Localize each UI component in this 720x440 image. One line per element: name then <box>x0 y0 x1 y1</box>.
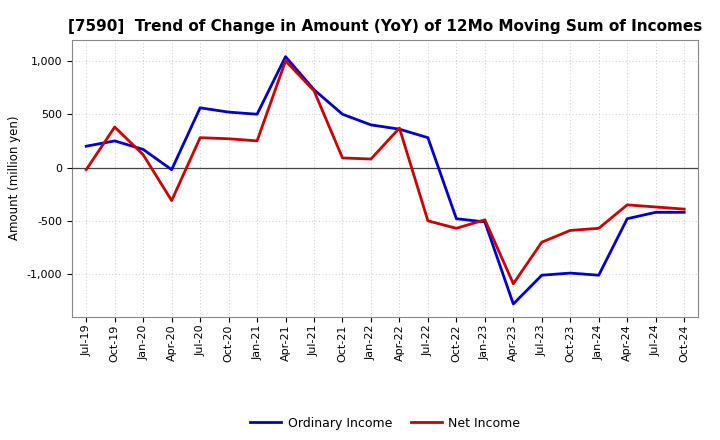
Net Income <box>282 58 290 63</box>
Ordinary Income <box>282 54 290 59</box>
Line: Ordinary Income: Ordinary Income <box>86 57 684 304</box>
Net Income <box>167 198 176 203</box>
Ordinary Income <box>310 87 318 92</box>
Ordinary Income <box>338 112 347 117</box>
Ordinary Income <box>452 216 461 221</box>
Net Income <box>509 281 518 286</box>
Ordinary Income <box>537 272 546 278</box>
Ordinary Income <box>480 219 489 224</box>
Line: Net Income: Net Income <box>86 61 684 284</box>
Net Income <box>652 204 660 209</box>
Ordinary Income <box>196 105 204 110</box>
Net Income <box>139 152 148 158</box>
Net Income <box>253 138 261 143</box>
Ordinary Income <box>595 272 603 278</box>
Net Income <box>82 167 91 172</box>
Ordinary Income <box>423 135 432 140</box>
Title: [7590]  Trend of Change in Amount (YoY) of 12Mo Moving Sum of Incomes: [7590] Trend of Change in Amount (YoY) o… <box>68 19 702 34</box>
Legend: Ordinary Income, Net Income: Ordinary Income, Net Income <box>245 412 526 435</box>
Net Income <box>566 228 575 233</box>
Net Income <box>338 155 347 161</box>
Ordinary Income <box>253 112 261 117</box>
Ordinary Income <box>652 210 660 215</box>
Net Income <box>452 226 461 231</box>
Ordinary Income <box>680 210 688 215</box>
Ordinary Income <box>509 301 518 307</box>
Net Income <box>680 206 688 212</box>
Ordinary Income <box>395 127 404 132</box>
Ordinary Income <box>82 143 91 149</box>
Net Income <box>110 125 119 130</box>
Net Income <box>366 156 375 161</box>
Ordinary Income <box>225 110 233 115</box>
Net Income <box>480 217 489 222</box>
Ordinary Income <box>110 138 119 143</box>
Ordinary Income <box>623 216 631 221</box>
Net Income <box>537 239 546 245</box>
Ordinary Income <box>139 147 148 152</box>
Net Income <box>196 135 204 140</box>
Net Income <box>623 202 631 208</box>
Net Income <box>395 125 404 131</box>
Ordinary Income <box>167 167 176 172</box>
Net Income <box>310 88 318 93</box>
Net Income <box>225 136 233 141</box>
Net Income <box>595 226 603 231</box>
Ordinary Income <box>366 122 375 128</box>
Ordinary Income <box>566 271 575 276</box>
Y-axis label: Amount (million yen): Amount (million yen) <box>8 116 21 240</box>
Net Income <box>423 218 432 224</box>
